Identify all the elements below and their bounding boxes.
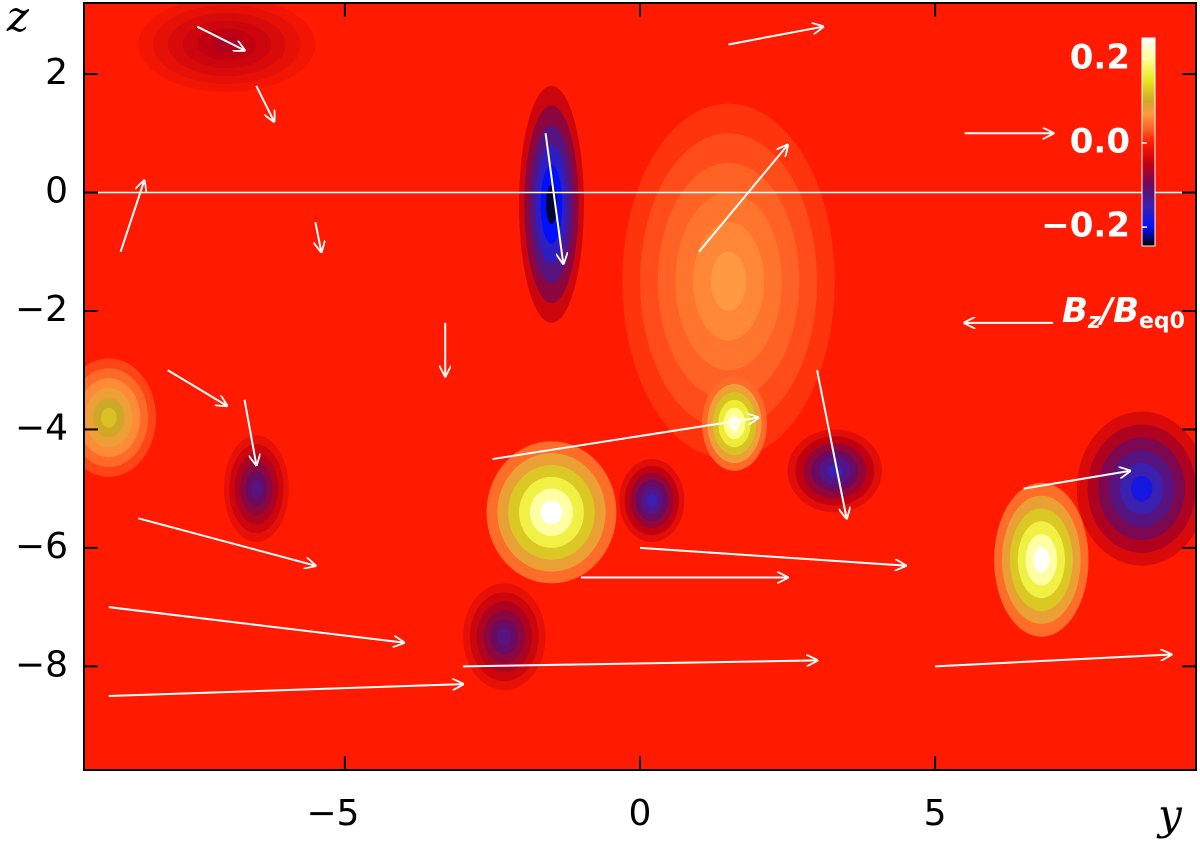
vector-arrow — [816, 370, 847, 518]
x-tick-label: −5 — [306, 793, 359, 834]
vector-arrow — [639, 546, 906, 566]
cb-label-part: z — [1087, 309, 1101, 334]
contour-level — [729, 415, 740, 432]
contour-level — [497, 627, 512, 646]
y-tick-label: −8 — [15, 644, 68, 685]
vector-arrow — [196, 25, 244, 51]
y-tick-label: −6 — [15, 526, 68, 567]
contour-level — [540, 500, 563, 525]
background-field — [84, 3, 1196, 770]
colorbar-tick-label: −0.2 — [1041, 206, 1130, 246]
x-axis-label: y — [1156, 790, 1183, 839]
contour-level — [1033, 546, 1050, 573]
x-tick-label: 0 — [629, 793, 652, 834]
contour-level — [646, 493, 658, 508]
colorbar-tick-label: 0.0 — [1070, 122, 1130, 162]
vector-arrow — [728, 27, 823, 46]
vector-arrow — [935, 655, 1171, 668]
contour-level — [710, 251, 747, 311]
vector-arrow — [255, 85, 274, 122]
contour-level — [100, 407, 117, 428]
cb-label-part: B — [1062, 291, 1088, 331]
cb-label-part: / — [1097, 291, 1116, 331]
y-tick-label: −2 — [15, 289, 68, 330]
cb-label-part: B — [1113, 291, 1139, 331]
vector-arrow — [108, 684, 463, 697]
vector-arrow — [544, 133, 564, 263]
plot-area — [84, 3, 1196, 770]
contour-level — [826, 463, 843, 478]
y-tick-label: −4 — [15, 407, 68, 448]
vector-arrow — [492, 418, 758, 461]
vector-arrow — [698, 145, 788, 253]
vector-arrow — [167, 369, 227, 406]
vector-arrow — [315, 221, 321, 252]
x-tick-label: 5 — [924, 793, 947, 834]
colorbar-label: Bz/Beq0 — [1062, 291, 1185, 335]
contour-level — [1130, 475, 1153, 502]
vector-arrow — [108, 606, 404, 643]
colorbar — [1141, 37, 1156, 247]
vector-arrow — [462, 660, 817, 668]
vector-arrow — [243, 399, 257, 465]
contour-level — [250, 479, 262, 498]
vector-arrow — [1023, 471, 1130, 490]
cb-label-part: eq0 — [1139, 309, 1185, 334]
y-axis-label: z — [6, 0, 30, 41]
y-tick-label: 0 — [45, 171, 68, 212]
y-tick-label: 2 — [45, 52, 68, 93]
contour-level — [212, 36, 242, 53]
colorbar-tick-label: 0.2 — [1070, 38, 1130, 78]
vector-arrow — [138, 517, 315, 565]
